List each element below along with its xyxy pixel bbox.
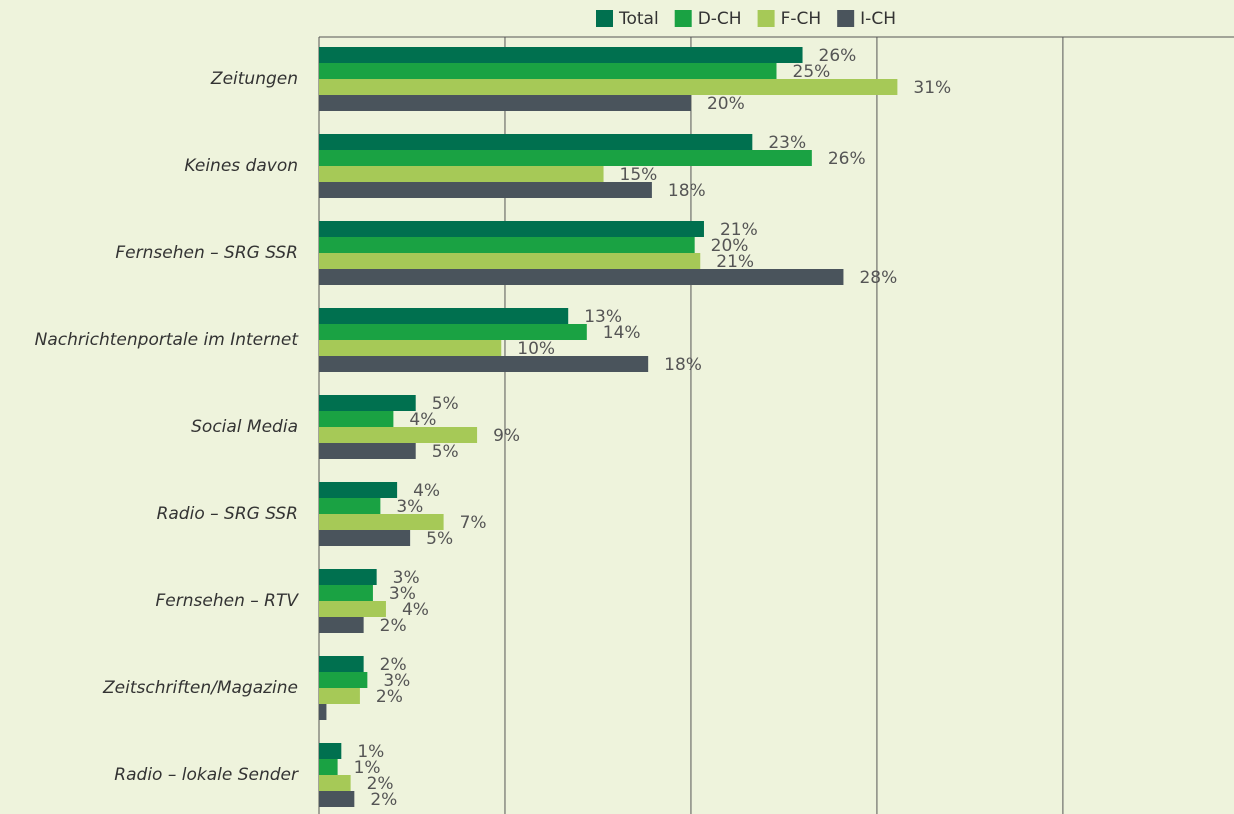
y-tick-label: Fernsehen – RTV	[156, 591, 300, 611]
value-label: 1%	[357, 742, 384, 762]
bar	[319, 617, 364, 633]
bar	[319, 530, 411, 546]
bar	[319, 395, 416, 411]
bar	[319, 47, 803, 63]
value-label: 26%	[828, 149, 866, 169]
value-label: 21%	[720, 220, 758, 240]
value-label: 3%	[396, 497, 423, 517]
value-label: 25%	[793, 62, 831, 82]
value-label: 9%	[493, 426, 520, 446]
y-tick-label: Zeitungen	[210, 69, 298, 89]
legend-label: I-CH	[860, 9, 896, 29]
bar	[319, 356, 649, 372]
bar	[319, 324, 587, 340]
bar	[319, 95, 691, 111]
bar	[319, 672, 368, 688]
legend-swatch	[757, 10, 775, 27]
bar	[319, 759, 338, 775]
bar	[319, 63, 777, 79]
y-tick-label: Social Media	[191, 417, 298, 437]
y-tick-label: Keines davon	[184, 156, 298, 176]
value-label: 5%	[426, 529, 453, 549]
bar	[319, 791, 355, 807]
value-label: 1%	[354, 758, 381, 778]
value-label: 2%	[376, 687, 403, 707]
bar	[319, 498, 381, 514]
bar	[319, 743, 342, 759]
bar	[319, 775, 351, 791]
bar	[319, 569, 377, 585]
legend-swatch	[674, 10, 692, 27]
legend-label: D-CH	[698, 9, 742, 29]
bar	[319, 704, 327, 720]
bar	[319, 427, 478, 443]
value-label: 10%	[517, 339, 555, 359]
value-label: 5%	[432, 394, 459, 414]
value-label: 14%	[603, 323, 641, 343]
bar	[319, 150, 812, 166]
value-label: 3%	[393, 568, 420, 588]
value-label: 13%	[584, 307, 622, 327]
value-label: 4%	[413, 481, 440, 501]
value-label: 15%	[620, 165, 658, 185]
value-label: 28%	[859, 268, 897, 288]
value-label: 31%	[913, 78, 951, 98]
bar	[319, 308, 569, 324]
bar	[319, 221, 704, 237]
bar	[319, 688, 360, 704]
value-label: 2%	[367, 774, 394, 794]
bar	[319, 482, 398, 498]
bar	[319, 134, 753, 150]
bar	[319, 514, 444, 530]
y-tick-label: Radio – SRG SSR	[157, 504, 298, 524]
value-label: 21%	[716, 252, 754, 272]
value-label: 4%	[409, 410, 436, 430]
legend-swatch	[596, 10, 613, 27]
value-label: 23%	[768, 133, 806, 153]
bar	[319, 601, 386, 617]
y-tick-label: Fernsehen – SRG SSR	[115, 243, 298, 263]
value-label: 4%	[402, 600, 429, 620]
value-label: 5%	[432, 442, 459, 462]
value-label: 20%	[711, 236, 749, 256]
value-label: 3%	[383, 671, 410, 691]
value-label: 18%	[664, 355, 702, 375]
legend-swatch	[837, 10, 855, 27]
bar	[319, 585, 373, 601]
value-label: 2%	[380, 655, 407, 675]
bar	[319, 411, 394, 427]
bar	[319, 182, 652, 198]
y-tick-label: Zeitschriften/Magazine	[102, 678, 298, 698]
bar	[319, 166, 604, 182]
legend-label: Total	[618, 9, 659, 29]
bar	[319, 79, 898, 95]
value-label: 3%	[389, 584, 416, 604]
bar	[319, 269, 844, 285]
legend-label: F-CH	[781, 9, 822, 29]
value-label: 18%	[668, 181, 706, 201]
value-label: 26%	[819, 46, 857, 66]
bar	[319, 253, 701, 269]
value-label: 2%	[380, 616, 407, 636]
y-tick-label: Nachrichtenportale im Internet	[35, 330, 300, 350]
y-tick-label: Radio – lokale Sender	[114, 765, 299, 785]
value-label: 7%	[460, 513, 487, 533]
value-label: 2%	[370, 790, 397, 810]
value-label: 20%	[707, 94, 745, 114]
bar	[319, 237, 695, 253]
bar	[319, 656, 364, 672]
bar	[319, 340, 502, 356]
bar	[319, 443, 416, 459]
